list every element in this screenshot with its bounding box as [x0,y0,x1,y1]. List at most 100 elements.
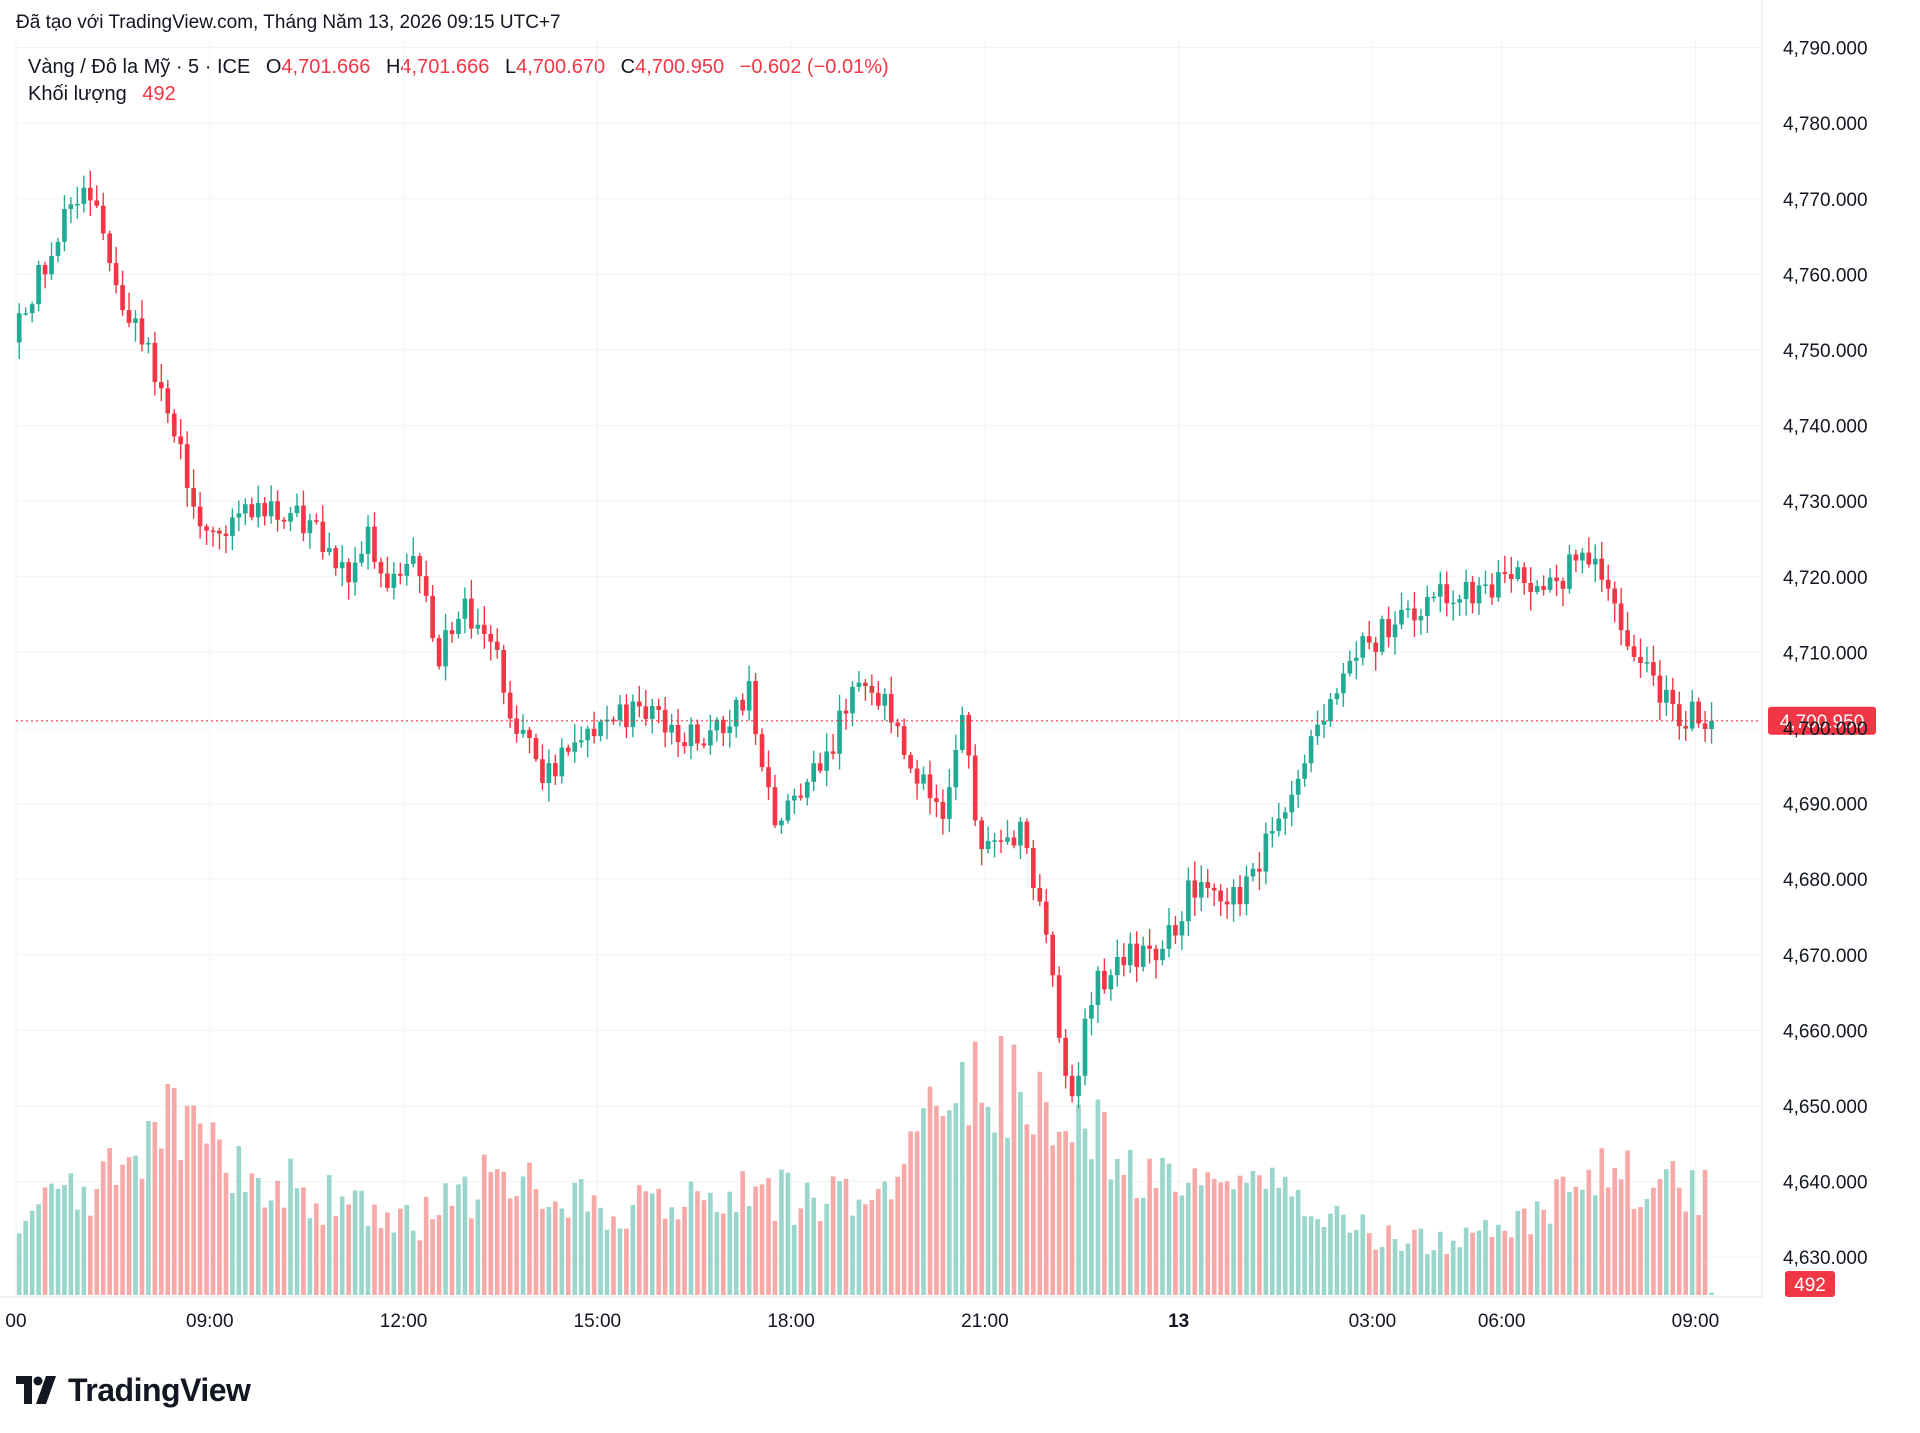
high-label: H [385,56,401,78]
volume-bar [1431,1250,1437,1295]
candle-body [1270,831,1275,834]
volume-bar [553,1201,558,1295]
candle-body [62,208,67,242]
candle-body [1347,660,1353,674]
candle-body [1541,586,1546,590]
candle-body [1263,833,1269,872]
volume-bar [68,1173,74,1295]
tradingview-logo[interactable]: TradingView [16,1370,251,1410]
volume-bar [882,1181,888,1295]
candle-body [914,768,920,784]
volume-bar [540,1208,545,1295]
volume-bar [1198,1185,1204,1295]
candle-body [630,701,636,728]
volume-bar [727,1191,733,1295]
volume-bar [1670,1161,1676,1295]
volume-bar [1457,1247,1462,1295]
volume-bar [830,1176,836,1295]
volume-bar [804,1182,810,1295]
candle-body [1696,701,1701,724]
candle-body [133,318,138,323]
volume-bar [333,1216,339,1295]
symbol-label[interactable]: Vàng / Đô la Mỹ · 5 · ICE [28,56,251,78]
volume-bar [410,1230,416,1295]
candle-body [1709,720,1714,730]
volume-bar [1205,1172,1211,1295]
volume-bar [1631,1208,1637,1295]
volume-bar [1231,1189,1236,1295]
candle-body [1670,689,1676,705]
volume-bar [1140,1197,1146,1295]
candle-body [449,630,455,635]
candle-body [146,342,151,345]
volume-bar [895,1176,901,1295]
candle-body [921,774,926,784]
candle-body [1102,970,1107,990]
volume-label[interactable]: Khối lượng [28,83,127,105]
volume-bar [1024,1124,1030,1295]
candle-body [1186,880,1191,922]
candle-body [391,573,397,588]
candle-body [901,726,907,755]
candle-body [481,624,487,634]
candle-body [1321,721,1327,725]
candle-body [669,724,674,733]
candle-body [985,841,991,850]
candle-body [1334,693,1340,700]
volume-bar [708,1192,713,1295]
volume-bar [1386,1225,1391,1295]
volume-bar [914,1131,920,1295]
candle-body [1018,821,1023,846]
candle-body [1302,763,1307,779]
candle-body [346,562,351,583]
candle-body [1063,1037,1068,1076]
candle-body [1218,890,1223,902]
candle-body [1341,673,1346,694]
volume-bar [1625,1150,1630,1295]
volume-value: 492 [142,83,176,105]
volume-bar [824,1203,829,1295]
volume-bar [55,1188,61,1295]
candle-body [23,313,29,315]
volume-bar [1489,1237,1495,1295]
x-tick-label: 12:00 [380,1311,428,1332]
volume-bar [236,1146,242,1295]
volume-bar [391,1232,397,1295]
volume-bar [1218,1182,1223,1295]
candle-body [947,787,952,819]
volume-bar [223,1172,229,1295]
candle-body [16,313,22,343]
candle-body [533,737,539,760]
volume-bar [1224,1181,1230,1295]
candle-body [87,187,93,201]
candle-body [1231,886,1236,905]
candle-body [385,573,390,588]
volume-bar [1541,1209,1546,1295]
candle-body [611,719,616,722]
candle-body [378,561,384,574]
candle-body [779,820,784,826]
candle-body [42,264,48,275]
candle-body [410,556,416,564]
volume-bar [1483,1219,1488,1295]
candle-body [288,513,293,522]
candle-body [1379,618,1385,652]
candle-body [1114,956,1120,976]
open-value: 4,701.666 [281,56,371,78]
y-tick-label: 4,690.000 [1783,795,1868,816]
close-value: 4,700.950 [635,56,725,78]
volume-bar [559,1208,565,1295]
candle-body [1160,948,1165,961]
candle-body [1618,603,1624,631]
last-volume-badge [1785,1271,1835,1297]
candle-body [223,533,229,536]
volume-bar [430,1219,435,1295]
candle-body [1651,662,1656,676]
volume-bar [268,1200,274,1295]
candle-body [275,501,280,520]
overlays: 4,700.950 492 [16,706,1876,1297]
low-label: L [504,56,517,78]
candle-body [314,520,319,522]
candle-body [398,573,403,576]
